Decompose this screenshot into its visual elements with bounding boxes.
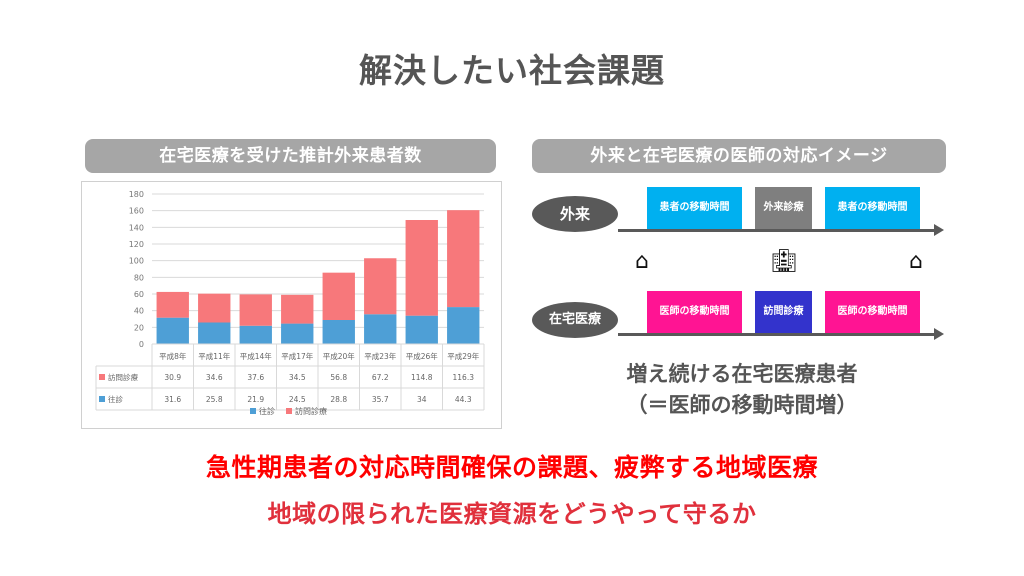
y-tick-label: 160 [129, 207, 144, 216]
bar-houmon [322, 272, 355, 320]
y-tick-label: 0 [139, 340, 144, 349]
table-value: 28.8 [330, 395, 347, 404]
y-tick-label: 20 [134, 323, 144, 332]
bar-oushin [322, 320, 355, 344]
house-icon: ⌂ [635, 249, 649, 274]
slide-title: 解決したい社会課題 [359, 51, 665, 90]
bar-oushin [198, 322, 231, 344]
y-tick-label: 40 [134, 307, 144, 316]
y-tick-label: 100 [129, 257, 144, 266]
bar-houmon [405, 220, 438, 316]
table-value: 37.6 [247, 373, 264, 382]
table-value: 67.2 [372, 373, 389, 382]
outpatient-label: 外来 [532, 196, 618, 232]
main-issue-text: 急性期患者の対応時間確保の課題、疲弊する地域医療 [205, 453, 818, 482]
table-value: 34.5 [289, 373, 306, 382]
caption-line-2: （＝医師の移動時間増） [626, 393, 858, 417]
home-care-label: 在宅医療 [532, 302, 618, 338]
legend-label: 訪問診療 [295, 406, 327, 416]
table-legend-key [99, 374, 105, 380]
y-tick-label: 140 [129, 223, 144, 232]
home-care-timeline-line [618, 333, 936, 336]
x-category-label: 平成29年 [447, 351, 480, 361]
chart-section-header: 在宅医療を受けた推計外来患者数 [85, 139, 496, 173]
x-category-label: 平成8年 [159, 351, 187, 361]
x-category-label: 平成11年 [198, 351, 231, 361]
bar-oushin [281, 323, 314, 344]
table-value: 24.5 [289, 395, 306, 404]
legend-key [250, 408, 256, 414]
home-care-timeline-arrow [934, 328, 944, 340]
bar-houmon [239, 294, 272, 326]
house-icon: ⌂ [909, 249, 923, 274]
x-category-label: 平成17年 [281, 351, 314, 361]
outpatient-box-2: 患者の移動時間 [825, 187, 920, 229]
hospital-icon: 🏥︎ [770, 249, 798, 274]
table-value: 31.6 [164, 395, 181, 404]
x-category-label: 平成14年 [240, 351, 273, 361]
table-value: 25.8 [206, 395, 223, 404]
bar-oushin [447, 307, 480, 344]
y-tick-label: 120 [129, 240, 144, 249]
bar-houmon [281, 294, 314, 324]
outpatient-timeline-arrow [934, 224, 944, 236]
y-tick-label: 60 [134, 290, 144, 299]
timeline-section-header: 外来と在宅医療の医師の対応イメージ [532, 139, 946, 173]
x-category-label: 平成26年 [406, 351, 439, 361]
legend-label: 往診 [259, 406, 275, 416]
x-category-label: 平成20年 [323, 351, 356, 361]
bar-oushin [405, 315, 438, 344]
bar-houmon [198, 293, 231, 323]
home-care-box-2: 医師の移動時間 [825, 291, 920, 333]
y-tick-label: 180 [129, 190, 144, 199]
sub-issue-text: 地域の限られた医療資源をどうやって守るか [267, 500, 757, 528]
table-value: 116.3 [453, 373, 475, 382]
table-value: 21.9 [247, 395, 264, 404]
chart-frame: 0 20 40 60 80 100 120 140 160 180 平成8年 平成11年 平成14年 平成… [81, 181, 502, 429]
bar-oushin [239, 325, 272, 344]
y-tick-label: 80 [134, 273, 144, 282]
outpatient-timeline-line [618, 229, 936, 232]
table-series-label: 往診 [108, 394, 123, 404]
table-value: 35.7 [372, 395, 389, 404]
bar-houmon [364, 258, 397, 315]
table-value: 44.3 [455, 395, 472, 404]
outpatient-box-1: 外来診療 [755, 187, 812, 229]
table-legend-key [99, 396, 105, 402]
x-category-label: 平成23年 [364, 351, 397, 361]
table-value: 34.6 [206, 373, 223, 382]
bar-houmon [447, 210, 480, 308]
table-series-label: 訪問診療 [108, 372, 138, 382]
outpatient-box-0: 患者の移動時間 [647, 187, 742, 229]
bar-oushin [156, 317, 189, 344]
bar-oushin [364, 314, 397, 344]
legend-key [286, 408, 292, 414]
table-value: 56.8 [330, 373, 347, 382]
caption-line-1: 増え続ける在宅医療患者 [626, 362, 858, 386]
home-care-box-1: 訪問診療 [755, 291, 812, 333]
table-value: 114.8 [411, 373, 433, 382]
table-value: 30.9 [164, 373, 181, 382]
bar-houmon [156, 291, 189, 318]
table-value: 34 [417, 395, 427, 404]
home-care-box-0: 医師の移動時間 [647, 291, 742, 333]
